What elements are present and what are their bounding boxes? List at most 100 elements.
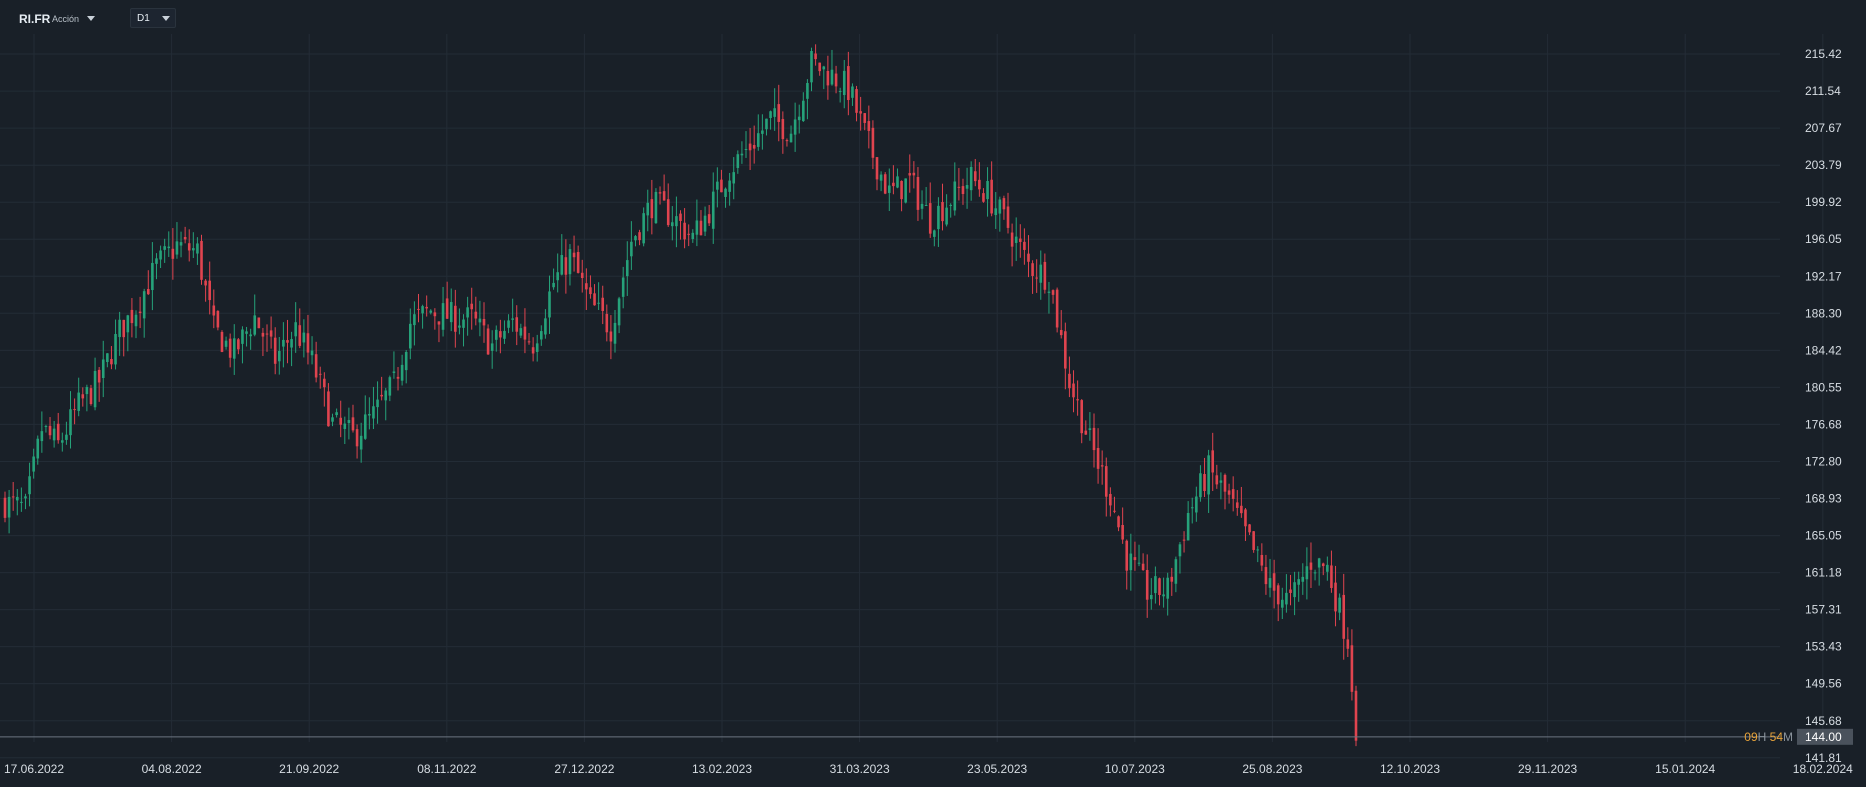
- candle: [556, 253, 559, 293]
- price-tick-label: 203.79: [1805, 158, 1842, 172]
- price-axis[interactable]: 215.42 211.54 207.67 203.79 199.92 196.05 192.…: [1805, 47, 1842, 765]
- candle: [924, 187, 928, 207]
- candle-body: [593, 293, 596, 306]
- countdown-label: 09H 54M: [1744, 730, 1793, 744]
- candle: [503, 320, 506, 344]
- candle-body: [61, 440, 64, 443]
- countdown-part: H: [1758, 730, 1767, 744]
- price-tick-label: 153.43: [1805, 640, 1842, 654]
- candle-body: [986, 181, 989, 200]
- candle-body: [1186, 512, 1190, 541]
- candle: [433, 308, 437, 330]
- candles: [3, 44, 1358, 747]
- candle-body: [167, 246, 171, 249]
- candle: [48, 417, 52, 440]
- candle: [212, 289, 216, 329]
- candle: [638, 229, 641, 246]
- candle: [355, 424, 359, 459]
- candle-body: [32, 456, 35, 472]
- candle-body: [781, 119, 785, 140]
- symbol-dropdown-chevron-down-icon[interactable]: [87, 16, 95, 21]
- candle: [106, 353, 109, 368]
- candle: [1223, 473, 1227, 510]
- candle-body: [965, 185, 969, 189]
- candle-body: [241, 329, 244, 344]
- candle-body: [347, 420, 351, 424]
- candle: [785, 138, 789, 147]
- candle-body: [499, 331, 502, 338]
- candle: [89, 384, 93, 406]
- candle-body: [339, 417, 343, 425]
- candle: [752, 125, 756, 164]
- candle-body: [175, 241, 179, 255]
- candle-body: [433, 312, 437, 317]
- candle: [376, 381, 379, 424]
- candle: [163, 238, 166, 263]
- candle-body: [183, 236, 187, 240]
- candle: [323, 372, 326, 407]
- candle-body: [159, 250, 162, 260]
- candle: [695, 199, 699, 247]
- candle: [384, 387, 388, 421]
- candle: [302, 319, 306, 358]
- candle: [429, 309, 433, 315]
- candle: [224, 336, 228, 350]
- candle: [56, 412, 60, 444]
- candle-body: [429, 310, 433, 313]
- price-tick-label: 149.56: [1805, 677, 1842, 691]
- candle-body: [1133, 557, 1137, 561]
- candle-body: [1150, 594, 1153, 600]
- candle-body: [949, 204, 952, 206]
- symbol-label[interactable]: RI.FR: [19, 12, 51, 26]
- timeframe-select[interactable]: D1: [130, 8, 176, 28]
- candle-body: [1109, 493, 1112, 506]
- candle-body: [1330, 565, 1333, 588]
- candle-body: [118, 319, 121, 338]
- candle-body: [1018, 238, 1022, 242]
- candle: [1076, 380, 1079, 416]
- candle-body: [646, 202, 650, 216]
- candle-body: [220, 331, 224, 352]
- candle-body: [945, 207, 948, 225]
- candle-body: [11, 496, 15, 498]
- candle-body: [179, 242, 183, 246]
- candle: [515, 305, 519, 346]
- candle: [298, 308, 302, 349]
- candle-body: [1309, 562, 1313, 570]
- candle-body: [1166, 577, 1169, 599]
- candle-body: [1264, 567, 1268, 585]
- candle: [454, 289, 457, 348]
- candle-body: [314, 354, 318, 378]
- time-tick-label: 27.12.2022: [554, 762, 614, 776]
- candle-body: [1113, 510, 1116, 512]
- candle: [912, 161, 916, 189]
- candle-body: [1006, 206, 1010, 228]
- candle-body: [851, 86, 854, 98]
- price-tick-label: 172.80: [1805, 454, 1842, 468]
- candle: [609, 315, 613, 360]
- candle: [621, 266, 625, 309]
- current-price-tag: 144.00 09H 54M: [1744, 728, 1853, 745]
- candle-body: [1023, 241, 1026, 250]
- candle: [699, 210, 703, 236]
- candle: [1084, 420, 1088, 435]
- candle: [986, 167, 989, 217]
- candle: [290, 331, 293, 367]
- candle-body: [883, 174, 887, 194]
- candle-body: [638, 232, 641, 241]
- price-tick-label: 176.68: [1805, 417, 1842, 431]
- candle: [24, 493, 27, 510]
- candle-body: [1117, 516, 1120, 528]
- candle: [1293, 571, 1296, 616]
- countdown-part: 54: [1766, 730, 1783, 744]
- price-tick-label: 184.42: [1805, 343, 1842, 357]
- candle: [769, 110, 772, 130]
- candle: [1334, 565, 1337, 627]
- candle-body: [1227, 490, 1231, 495]
- candle-body: [478, 318, 482, 323]
- candle: [425, 295, 428, 317]
- candle: [855, 85, 858, 122]
- time-axis[interactable]: 17.06.2022 04.08.2022 21.09.2022 08.11.2022…: [4, 762, 1853, 776]
- candle-body: [323, 378, 326, 388]
